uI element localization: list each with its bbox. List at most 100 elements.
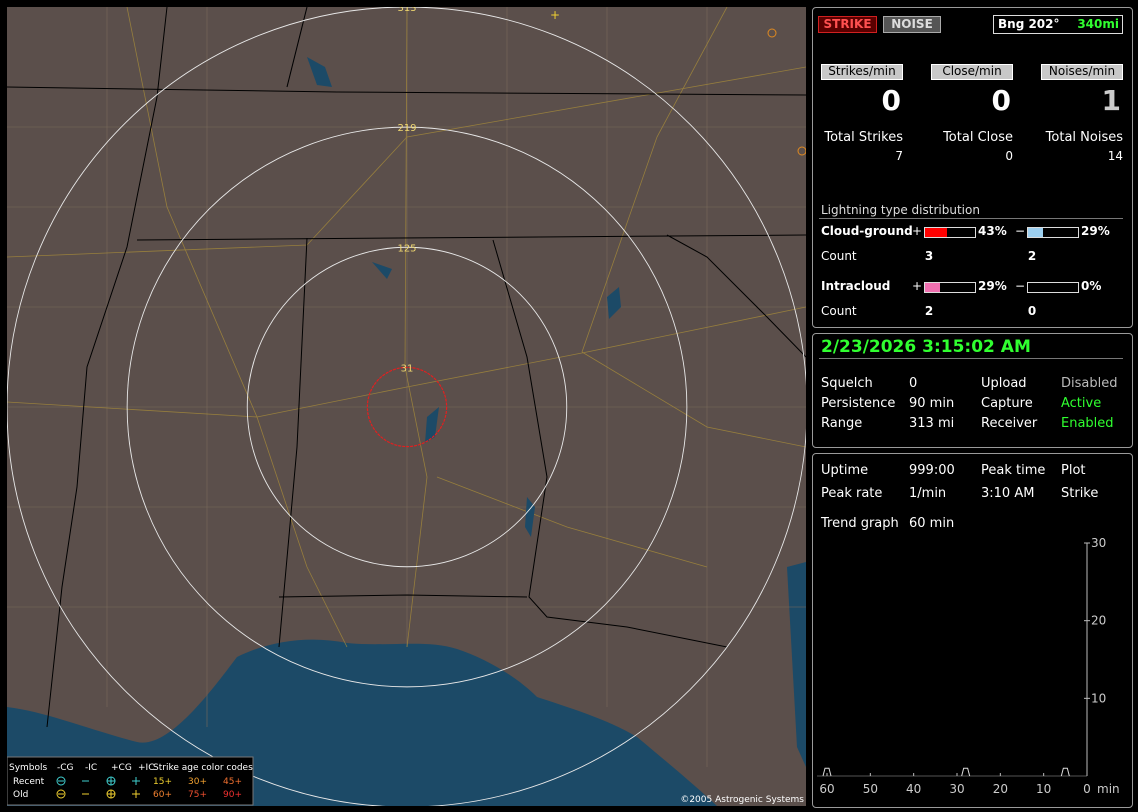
x-tick-label: 50 xyxy=(863,782,878,796)
status-value: 90 min xyxy=(909,396,955,411)
status-value: Active xyxy=(1061,396,1102,411)
distribution-title: Lightning type distribution xyxy=(821,203,980,217)
age-code: 15+ xyxy=(153,777,172,787)
lakes xyxy=(307,57,621,537)
percent-label: 43% xyxy=(978,224,1007,238)
symbol-pos-ic xyxy=(132,777,140,785)
trend-bump xyxy=(961,767,971,777)
noise-symbol xyxy=(767,28,777,38)
trend-graph: 10 20 30 60 50 40 30 20 10 0 min xyxy=(817,536,1120,796)
status-label: Squelch xyxy=(821,376,873,391)
map: 313 219 125 31 + Symbols -CG -IC +CG +ICStrike … xyxy=(7,7,806,806)
status-label: Range xyxy=(821,416,863,431)
y-tick-label: 30 xyxy=(1091,536,1106,550)
bearing: Bng 202° xyxy=(998,17,1060,31)
sign: − xyxy=(1015,224,1026,238)
percent-label: 0% xyxy=(1081,279,1102,293)
percent-label: 29% xyxy=(978,279,1007,293)
trend-bump xyxy=(1060,767,1070,777)
range-ring xyxy=(126,126,688,688)
rate-value: 0 xyxy=(991,84,1011,117)
copyright: ©2005 Astrogenic Systems xyxy=(680,795,804,805)
state-lines xyxy=(7,7,806,728)
atlantic-water xyxy=(787,562,806,767)
count-label: Count xyxy=(821,249,857,263)
x-tick-label: 10 xyxy=(1036,782,1051,796)
stat-label: 3:10 AM xyxy=(981,486,1035,501)
sign: + xyxy=(912,224,923,238)
noise-button[interactable]: NOISE xyxy=(883,16,941,33)
legend-header: Strike age color codes xyxy=(153,763,253,773)
trend-bump xyxy=(822,767,832,777)
legend-row-label: Recent xyxy=(13,777,45,787)
symbol-neg-cg xyxy=(56,776,66,786)
stat-label: Peak time xyxy=(981,463,1046,478)
total-label: Total Noises xyxy=(1045,130,1123,145)
status-value: Enabled xyxy=(1061,416,1114,431)
status-label: Persistence xyxy=(821,396,896,411)
status-value: 313 mi xyxy=(909,416,955,431)
percent-label: 29% xyxy=(1081,224,1110,238)
total-label: Total Strikes xyxy=(824,130,903,145)
stat-value: 1/min xyxy=(909,486,947,501)
total-value: 0 xyxy=(1005,149,1013,163)
status-panel xyxy=(812,333,1133,448)
x-tick-label: 30 xyxy=(949,782,964,796)
symbol-pos-cg xyxy=(107,790,115,798)
count: 0 xyxy=(1027,304,1037,318)
age-code: 75+ xyxy=(188,790,207,800)
stats-panel xyxy=(812,453,1133,808)
rate-button[interactable]: Strikes/min xyxy=(821,64,903,80)
bar-track xyxy=(924,227,976,238)
status-value: 0 xyxy=(909,376,918,391)
strike-symbol: + xyxy=(550,8,560,22)
x-unit: min xyxy=(1097,782,1120,796)
status-label: Capture xyxy=(981,396,1033,411)
y-tick-label: 10 xyxy=(1091,691,1106,705)
range-rings: 313 219 125 31 xyxy=(7,7,806,806)
distance: 340mi xyxy=(1077,17,1119,31)
count: 2 xyxy=(1027,249,1037,263)
type-label: Intracloud xyxy=(821,279,891,293)
sign: + xyxy=(912,279,923,293)
rate-button[interactable]: Noises/min xyxy=(1041,64,1123,80)
age-code: 90+ xyxy=(223,790,242,800)
total-label: Total Close xyxy=(943,130,1013,145)
age-code: 30+ xyxy=(188,777,207,787)
x-tick-label: 60 xyxy=(819,782,834,796)
range-label: 313 xyxy=(397,7,416,14)
noise-symbol xyxy=(797,146,806,156)
range-label: 125 xyxy=(397,243,416,254)
status-label: Upload xyxy=(981,376,1027,391)
x-tick-label: 40 xyxy=(906,782,921,796)
age-code: 45+ xyxy=(223,777,242,787)
legend-header: Symbols xyxy=(9,763,48,773)
range-label: 219 xyxy=(397,123,416,134)
status-label: Receiver xyxy=(981,416,1038,431)
total-value: 7 xyxy=(895,149,903,163)
stat-label: Uptime xyxy=(821,463,869,478)
sign: − xyxy=(1015,279,1026,293)
divider xyxy=(819,358,1123,359)
legend-header: +CG xyxy=(111,763,132,773)
bar-track xyxy=(1027,282,1079,293)
stat-value: 999:00 xyxy=(909,463,955,478)
symbol-pos-ic xyxy=(132,790,140,798)
divider xyxy=(819,218,1123,219)
range-ring xyxy=(366,366,448,448)
stat-value: Strike xyxy=(1061,486,1099,501)
range-label: 31 xyxy=(401,363,414,374)
roads xyxy=(7,7,806,648)
type-label: Cloud-ground xyxy=(821,224,913,238)
rate-button[interactable]: Close/min xyxy=(931,64,1013,80)
counters-panel xyxy=(812,7,1133,328)
age-code: 60+ xyxy=(153,790,172,800)
strike-button[interactable]: STRIKE xyxy=(818,16,877,33)
stat-label: Peak rate xyxy=(821,486,883,501)
count: 3 xyxy=(924,249,934,263)
stat-value: Plot xyxy=(1061,463,1086,478)
status-value: Disabled xyxy=(1061,376,1118,391)
symbol-pos-cg xyxy=(107,777,115,785)
